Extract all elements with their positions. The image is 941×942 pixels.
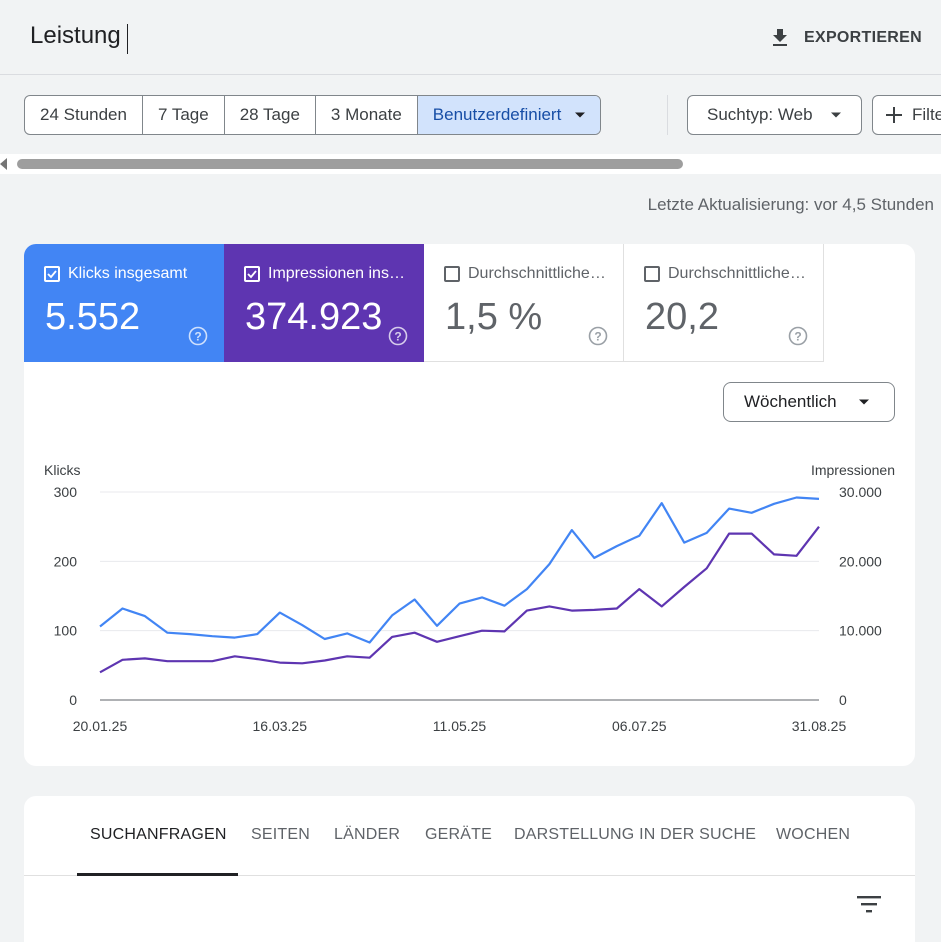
search-type-label: Suchtyp: Web: [707, 105, 813, 124]
add-filter-button[interactable]: Filter: [872, 95, 941, 135]
performance-chart: Klicks Impressionen 300 30.000 200 20.000 100 1…: [44, 462, 895, 734]
tab-geraete[interactable]: GERÄTE: [425, 826, 492, 843]
tab-suchanfragen[interactable]: SUCHANFRAGEN: [90, 826, 227, 843]
dimension-card: SUCHANFRAGEN SEITEN LÄNDER GERÄTE DARSTE…: [24, 796, 915, 942]
scrollbar-thumb[interactable]: [17, 159, 683, 169]
x-tick-label: 16.03.25: [253, 718, 308, 734]
x-tick-label: 20.01.25: [73, 718, 128, 734]
download-icon: [773, 29, 787, 46]
metric-checkbox-unchecked[interactable]: [644, 266, 660, 282]
svg-text:?: ?: [594, 330, 601, 344]
export-button[interactable]: EXPORTIEREN: [768, 26, 922, 50]
tab-wochen[interactable]: WOCHEN: [776, 826, 851, 843]
metric-value: 20,2: [645, 296, 719, 338]
metric-value: 5.552: [45, 296, 141, 338]
metric-value: 1,5 %: [445, 296, 543, 338]
x-tick-label: 11.05.25: [433, 718, 487, 734]
series-line-impressionen: [99, 526, 820, 674]
metric-checkbox-unchecked[interactable]: [444, 266, 460, 282]
page-title: Leistung: [30, 22, 121, 49]
metric-label: Klicks insgesamt: [68, 265, 188, 282]
left-tick-label: 300: [54, 484, 78, 500]
help-icon[interactable]: ?: [188, 326, 208, 346]
dimension-tabs: SUCHANFRAGEN SEITEN LÄNDER GERÄTE DARSTE…: [24, 796, 915, 876]
metric-checkbox-checked[interactable]: [44, 266, 60, 282]
date-range-custom-label: Benutzerdefiniert: [432, 105, 562, 124]
left-axis-label: Klicks: [44, 462, 81, 478]
export-label: EXPORTIEREN: [804, 29, 922, 46]
filter-list-icon[interactable]: [856, 894, 882, 914]
right-tick-label: 0: [839, 692, 847, 708]
granularity-label: Wöchentlich: [744, 392, 837, 411]
svg-text:?: ?: [794, 330, 801, 344]
date-range-24h[interactable]: 24 Stunden: [25, 96, 143, 134]
metric-label: Durchschnittliche…: [468, 265, 606, 282]
add-filter-label: Filter: [912, 105, 941, 124]
left-tick-label: 100: [54, 623, 78, 639]
metric-label: Durchschnittliche…: [668, 265, 806, 282]
svg-text:?: ?: [394, 330, 401, 344]
search-type-dropdown[interactable]: Suchtyp: Web: [687, 95, 862, 135]
active-tab-indicator: [77, 873, 238, 876]
svg-text:?: ?: [194, 330, 201, 344]
left-tick-label: 200: [54, 553, 78, 569]
right-tick-label: 30.000: [839, 484, 882, 500]
metric-label: Impressionen ins…: [268, 265, 405, 282]
date-range-7d[interactable]: 7 Tage: [143, 96, 225, 134]
date-range-3m[interactable]: 3 Monate: [316, 96, 418, 134]
date-range-selector: 24 Stunden 7 Tage 28 Tage 3 Monate Benut…: [24, 95, 602, 135]
tab-seiten[interactable]: SEITEN: [251, 826, 310, 843]
tab-laender[interactable]: LÄNDER: [334, 826, 401, 843]
granularity-dropdown[interactable]: Wöchentlich: [723, 382, 895, 422]
last-update-text: Letzte Aktualisierung: vor 4,5 Stunden: [647, 195, 934, 214]
horizontal-scrollbar[interactable]: [0, 154, 941, 174]
tab-darstellung[interactable]: DARSTELLUNG IN DER SUCHE: [514, 826, 757, 843]
metric-checkbox-checked[interactable]: [244, 266, 260, 282]
metric-ctr[interactable]: Durchschnittliche… 1,5 % ?: [424, 244, 624, 362]
date-range-28d[interactable]: 28 Tage: [225, 96, 316, 134]
help-icon[interactable]: ?: [588, 326, 608, 346]
scroll-left-arrow-icon[interactable]: [0, 158, 7, 170]
performance-card: Klicks insgesamt 5.552 ? Impressionen in…: [24, 244, 915, 766]
right-tick-label: 20.000: [839, 553, 882, 569]
metric-position[interactable]: Durchschnittliche… 20,2 ?: [624, 244, 824, 362]
series-line-klicks: [99, 496, 820, 644]
plus-icon: [886, 107, 902, 123]
dropdown-arrow-icon: [575, 112, 586, 118]
checkmark-icon: [247, 270, 257, 279]
top-bar: Leistung EXPORTIEREN: [0, 0, 941, 75]
dropdown-arrow-icon: [830, 112, 841, 118]
filter-bar: 24 Stunden 7 Tage 28 Tage 3 Monate Benut…: [0, 76, 941, 154]
right-tick-label: 10.000: [839, 623, 882, 639]
x-tick-label: 06.07.25: [612, 718, 667, 734]
help-icon[interactable]: ?: [788, 326, 808, 346]
x-tick-label: 31.08.25: [792, 718, 847, 734]
text-cursor: [127, 24, 128, 54]
help-icon[interactable]: ?: [388, 326, 408, 346]
metric-value: 374.923: [245, 296, 383, 338]
left-tick-label: 0: [69, 692, 77, 708]
divider: [667, 95, 668, 135]
dropdown-arrow-icon: [858, 399, 869, 405]
checkmark-icon: [47, 270, 57, 279]
date-range-custom[interactable]: Benutzerdefiniert: [417, 96, 601, 134]
right-axis-label: Impressionen: [811, 462, 895, 478]
metric-clicks[interactable]: Klicks insgesamt 5.552 ?: [24, 244, 224, 362]
metric-impressions[interactable]: Impressionen ins… 374.923 ?: [224, 244, 424, 362]
